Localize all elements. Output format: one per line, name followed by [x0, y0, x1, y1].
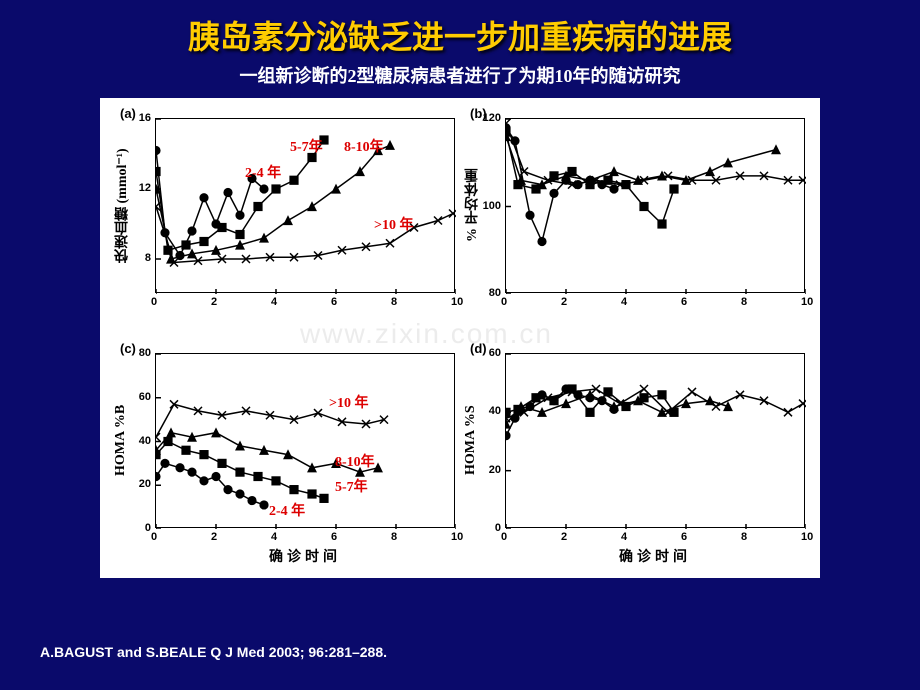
xtick: 10 — [801, 296, 813, 308]
ytick: 0 — [495, 522, 501, 534]
xtick: 6 — [331, 531, 337, 543]
slide-title: 胰岛素分泌缺乏进一步加重疾病的进展 — [0, 0, 920, 62]
xtick: 0 — [501, 531, 507, 543]
annotation-a-2: 8-10年 — [344, 136, 384, 156]
annotation-c-0: >10 年 — [329, 392, 368, 412]
slide-subtitle: 一组新诊断的2型糖尿病患者进行了为期10年的随访研究 — [0, 62, 920, 88]
xtick: 2 — [211, 296, 217, 308]
ytick: 16 — [139, 112, 151, 124]
ylabel-a: 快速血糖 (mmol⁻¹) — [113, 138, 133, 273]
ytick: 40 — [489, 405, 501, 417]
xtick: 2 — [211, 531, 217, 543]
ytick: 80 — [139, 347, 151, 359]
annotation-c-3: 2-4 年 — [269, 500, 305, 520]
ytick: 20 — [139, 478, 151, 490]
xtick: 2 — [561, 531, 567, 543]
figure-container: (a) 快速血糖 (mmol⁻¹) 0 2 4 6 8 10 8 12 16 2-4 年 5-7年 8-1… — [100, 98, 820, 578]
citation: A.BAGUST and S.BEALE Q J Med 2003; 96:28… — [40, 644, 387, 660]
annotation-a-1: 5-7年 — [290, 136, 323, 156]
xtick: 8 — [741, 531, 747, 543]
panel-tag-c: (c) — [120, 341, 136, 356]
xtick: 8 — [741, 296, 747, 308]
ytick: 60 — [139, 391, 151, 403]
panel-tag-a: (a) — [120, 106, 136, 121]
xtick: 4 — [271, 296, 277, 308]
xtick: 10 — [451, 296, 463, 308]
ytick: 20 — [489, 464, 501, 476]
ytick: 8 — [145, 252, 151, 264]
xtick: 8 — [391, 531, 397, 543]
ylabel-d: HOMA %S — [463, 373, 479, 508]
ytick: 12 — [139, 182, 151, 194]
xtick: 10 — [801, 531, 813, 543]
ytick: 120 — [483, 112, 501, 124]
watermark: www.zixin.com.cn — [300, 318, 553, 350]
xtick: 6 — [681, 296, 687, 308]
xtick: 8 — [391, 296, 397, 308]
xtick: 0 — [151, 296, 157, 308]
xtick: 0 — [151, 531, 157, 543]
chart-svg-d — [506, 354, 806, 529]
ytick: 40 — [139, 435, 151, 447]
xtick: 2 — [561, 296, 567, 308]
xtick: 6 — [681, 531, 687, 543]
xtick: 6 — [331, 296, 337, 308]
ytick: 0 — [145, 522, 151, 534]
xtick: 4 — [621, 296, 627, 308]
ylabel-c: HOMA %B — [113, 373, 129, 508]
annotation-c-2: 5-7年 — [335, 476, 368, 496]
annotation-a-3: >10 年 — [374, 214, 413, 234]
xtick: 10 — [451, 531, 463, 543]
ylabel-b: % 平均体重 — [463, 138, 483, 273]
xlabel-d: 确诊时间 — [555, 546, 755, 566]
xtick: 0 — [501, 296, 507, 308]
annotation-a-0: 2-4 年 — [245, 162, 281, 182]
panel-d — [505, 353, 805, 528]
chart-svg-c — [156, 354, 456, 529]
panel-b — [505, 118, 805, 293]
ytick: 100 — [483, 200, 501, 212]
xtick: 4 — [621, 531, 627, 543]
ytick: 80 — [489, 287, 501, 299]
xlabel-c: 确诊时间 — [205, 546, 405, 566]
annotation-c-1: 8-10年 — [335, 451, 375, 471]
chart-svg-b — [506, 119, 806, 294]
xtick: 4 — [271, 531, 277, 543]
